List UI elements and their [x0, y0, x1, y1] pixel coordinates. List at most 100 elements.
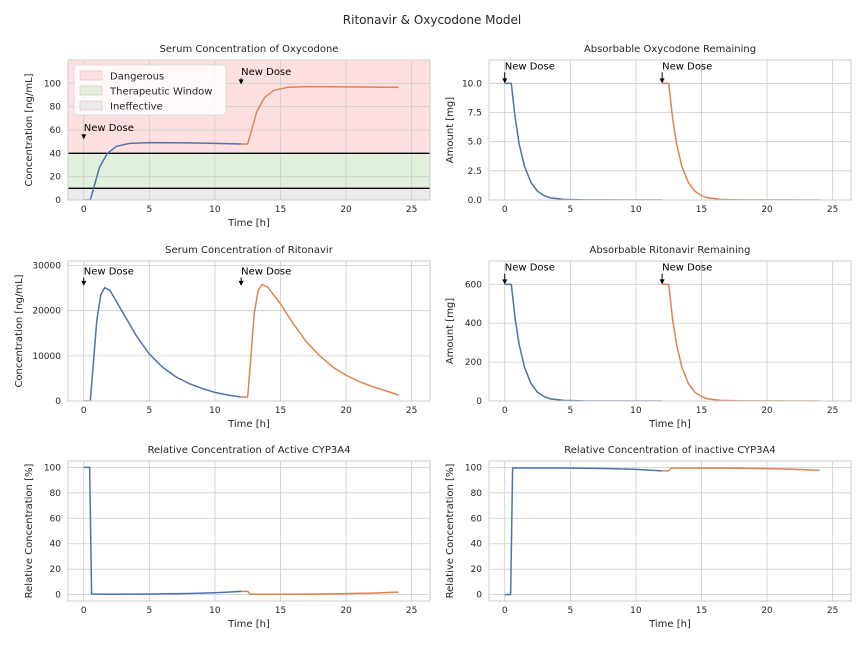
series-group	[504, 283, 820, 401]
x-tick-label: 25	[406, 406, 417, 416]
y-tick-label: 400	[465, 319, 482, 329]
series-line-2	[241, 590, 399, 595]
series-line-1	[504, 467, 663, 596]
y-tick-label: 40	[50, 540, 62, 550]
legend-entry: Ineffective	[110, 102, 163, 113]
x-tick-label: 20	[340, 606, 352, 616]
band-ineffective	[68, 188, 430, 200]
chart-panel-oxy-serum: 0 5 10 15 20 25 0 20 40 60 80 100 Serum Concentratio…	[24, 44, 431, 229]
y-tick-label: 60	[471, 514, 483, 524]
y-tick-label: 40	[471, 540, 483, 550]
series-line-1	[504, 82, 663, 200]
annotation-arrow-head	[659, 78, 665, 84]
x-tick-label: 10	[630, 406, 642, 416]
series-group	[83, 466, 399, 595]
y-axis-label: Amount [mg]	[445, 97, 456, 163]
series-group	[83, 85, 399, 200]
chart-panel-cyp-active: 0 5 10 15 20 25 0 20 40 60 80 100 Relative Concentra…	[24, 445, 431, 630]
y-tick-label: 20	[471, 565, 483, 575]
series-line-2	[241, 283, 399, 398]
legend: Dangerous Therapeutic Window Ineffective	[73, 64, 227, 116]
x-tick-label: 25	[827, 406, 838, 416]
series-line-2	[662, 283, 820, 401]
series-line-2	[662, 82, 820, 200]
y-tick-label: 60	[50, 514, 62, 524]
chart-panel-oxy-absorbable: 0 5 10 15 20 25 0.0 2.5 5.0 7.5 10.0 Absorbable Oxy…	[445, 44, 852, 215]
chart-panel-cyp-inactive: 0 5 10 15 20 25 0 20 40 60 80 100 Relative Concentra…	[445, 445, 852, 630]
series-line-1	[504, 283, 663, 401]
x-tick-label: 5	[567, 205, 573, 215]
x-tick-label: 0	[81, 205, 87, 215]
axes-frame	[67, 460, 431, 602]
x-axis-label: Time [h]	[227, 218, 270, 229]
x-tick-label: 10	[209, 406, 221, 416]
y-tick-label: 5.0	[468, 138, 483, 148]
y-axis-label: Relative Concentration [%]	[24, 464, 35, 599]
x-tick-label: 10	[209, 205, 221, 215]
x-tick-label: 0	[81, 606, 87, 616]
annotation-new-dose: New Dose	[84, 123, 134, 134]
y-tick-label: 0	[55, 196, 61, 206]
grid	[489, 261, 851, 402]
series-line-1	[83, 286, 242, 401]
y-axis-label: Concentration [ng/mL]	[14, 274, 25, 387]
y-tick-label: 30000	[32, 262, 61, 272]
axes-frame	[67, 59, 431, 201]
band-therapeutic-window	[68, 153, 430, 189]
chart-title: Absorbable Oxycodone Remaining	[584, 44, 756, 55]
y-tick-label: 0	[476, 591, 482, 601]
y-tick-label: 40	[50, 149, 62, 159]
y-tick-label: 80	[471, 489, 483, 499]
series-line-1	[83, 141, 242, 200]
x-tick-label: 15	[696, 406, 707, 416]
series-group	[504, 82, 820, 200]
x-axis-label: Time [h]	[648, 419, 691, 430]
annotation-new-dose: New Dose	[241, 67, 291, 78]
legend-swatch	[79, 100, 103, 111]
x-tick-label: 10	[630, 606, 642, 616]
x-tick-label: 0	[81, 406, 87, 416]
x-tick-label: 5	[567, 406, 573, 416]
annotation-new-dose: New Dose	[662, 263, 712, 274]
axes-frame	[488, 260, 852, 402]
y-tick-label: 20	[50, 565, 62, 575]
chart-title: Absorbable Ritonavir Remaining	[590, 245, 751, 256]
x-tick-label: 25	[827, 606, 838, 616]
x-axis-label: Time [h]	[648, 619, 691, 630]
y-tick-label: 2.5	[468, 167, 482, 177]
x-tick-label: 20	[340, 205, 352, 215]
x-axis-label: Time [h]	[227, 419, 270, 430]
y-tick-label: 10.0	[462, 79, 482, 89]
legend-entry: Therapeutic Window	[109, 87, 212, 98]
grid	[68, 461, 430, 601]
y-tick-label: 10000	[32, 352, 61, 362]
y-tick-label: 0	[55, 397, 61, 407]
annotation-arrow-head	[238, 79, 244, 85]
legend-entry: Dangerous	[110, 72, 164, 83]
series-group	[83, 283, 399, 401]
y-axis-label: Concentration [ng/mL]	[24, 73, 35, 186]
annotation-arrow-head	[502, 78, 508, 84]
legend-box	[73, 64, 227, 116]
annotation-new-dose: New Dose	[662, 61, 712, 72]
x-tick-label: 15	[275, 606, 286, 616]
annotation-new-dose: New Dose	[241, 267, 291, 278]
x-tick-label: 25	[406, 205, 417, 215]
y-tick-label: 100	[44, 79, 61, 89]
x-tick-label: 20	[340, 406, 352, 416]
x-tick-label: 0	[502, 406, 508, 416]
annotation-new-dose: New Dose	[505, 61, 555, 72]
legend-swatch	[79, 70, 103, 81]
y-tick-label: 80	[50, 103, 62, 113]
y-tick-label: 600	[465, 280, 482, 290]
chart-panel-rit-serum: 0 5 10 15 20 25 0 10000 20000 30000 Serum Concentr…	[14, 245, 431, 430]
x-tick-label: 5	[146, 205, 152, 215]
x-tick-label: 15	[696, 606, 707, 616]
y-tick-label: 0.0	[468, 196, 483, 206]
x-tick-label: 5	[146, 406, 152, 416]
x-tick-label: 20	[761, 606, 773, 616]
chart-title: Relative Concentration of inactive CYP3A…	[564, 445, 775, 456]
chart-title: Serum Concentration of Oxycodone	[160, 44, 339, 55]
x-tick-label: 15	[696, 205, 707, 215]
x-tick-label: 5	[146, 606, 152, 616]
